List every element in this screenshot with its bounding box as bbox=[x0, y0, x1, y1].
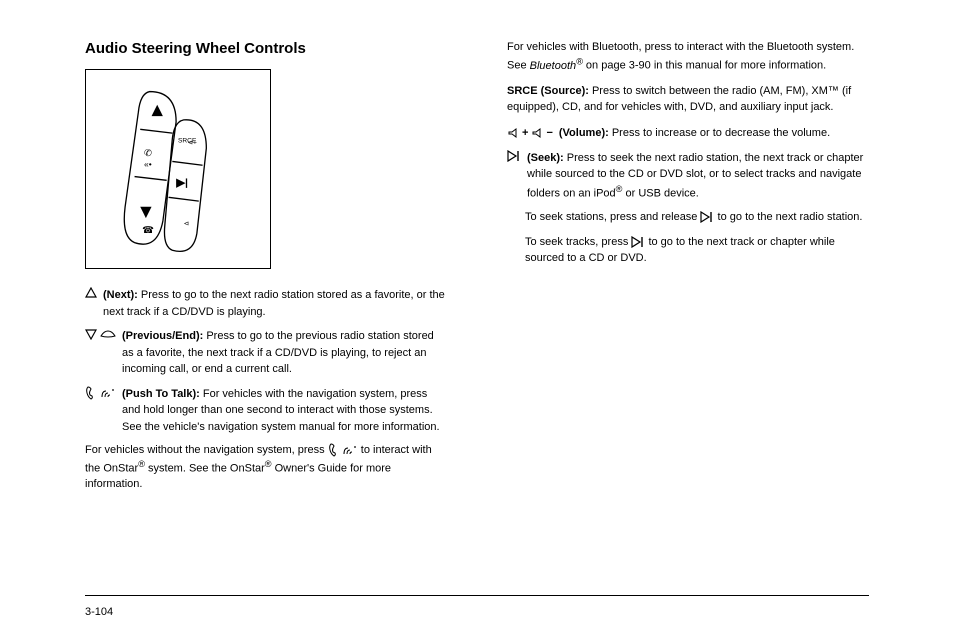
footer-rule bbox=[85, 595, 869, 596]
seek-st-a: To seek stations, press and release bbox=[525, 211, 700, 223]
seek-next-icon bbox=[507, 150, 521, 162]
phone-voice-icon bbox=[85, 386, 116, 400]
bt-link: Bluetooth bbox=[530, 60, 576, 72]
left-column: Audio Steering Wheel Controls bbox=[85, 40, 447, 503]
seek-stations-para: To seek stations, press and release to g… bbox=[525, 210, 869, 225]
nonav-c: system. See the OnStar bbox=[145, 463, 265, 475]
seek-text-c: or USB device. bbox=[622, 187, 698, 199]
seek-st-b: to go to the next radio station. bbox=[718, 211, 863, 223]
seek-label: (Seek): bbox=[527, 152, 567, 164]
svg-text:⊲+: ⊲+ bbox=[187, 139, 197, 146]
page-number: 3-104 bbox=[85, 606, 113, 618]
down-triangle-end-icon bbox=[85, 328, 116, 340]
volume-desc: + − (Volume): Press to increase or to de… bbox=[507, 125, 869, 142]
right-column: For vehicles with Bluetooth, press to in… bbox=[507, 40, 869, 503]
next-label: (Next): bbox=[103, 289, 141, 301]
volume-up-down-icon: + − bbox=[507, 125, 553, 142]
prev-end-label: (Previous/End): bbox=[122, 330, 206, 342]
nonav-a: For vehicles without the navigation syst… bbox=[85, 444, 328, 456]
ptt-desc: (Push To Talk): For vehicles with the na… bbox=[85, 386, 447, 436]
section-heading: Audio Steering Wheel Controls bbox=[85, 40, 447, 57]
phone-voice-icon-inline bbox=[328, 443, 358, 457]
steering-wheel-controls-figure: ✆ «• ☎ SRCE ⊲+ ⊲ bbox=[85, 69, 271, 269]
reg-mark-1: ® bbox=[138, 459, 145, 469]
vol-text: Press to increase or to decrease the vol… bbox=[612, 127, 830, 139]
srce-label: SRCE (Source): bbox=[507, 85, 592, 97]
seek-next-icon-inline-1 bbox=[700, 211, 714, 223]
next-button-desc: (Next): Press to go to the next radio st… bbox=[85, 287, 447, 320]
prev-end-desc: (Previous/End): Press to go to the previ… bbox=[85, 328, 447, 378]
vol-label: (Volume): bbox=[559, 127, 612, 139]
reg-mark-2: ® bbox=[265, 459, 272, 469]
next-text: Press to go to the next radio station st… bbox=[103, 289, 445, 318]
no-nav-paragraph: For vehicles without the navigation syst… bbox=[85, 443, 447, 493]
seek-tracks-para: To seek tracks, press to go to the next … bbox=[525, 235, 869, 266]
seek-tr-a: To seek tracks, press bbox=[525, 236, 631, 248]
svg-text:«•: «• bbox=[144, 159, 152, 169]
seek-desc: (Seek): Press to seek the next radio sta… bbox=[507, 150, 869, 202]
seek-next-icon-inline-2 bbox=[631, 236, 645, 248]
svg-text:☎: ☎ bbox=[142, 225, 154, 236]
svg-text:⊲: ⊲ bbox=[184, 221, 190, 228]
bluetooth-paragraph: For vehicles with Bluetooth, press to in… bbox=[507, 40, 869, 74]
ptt-label: (Push To Talk): bbox=[122, 388, 203, 400]
srce-paragraph: SRCE (Source): Press to switch between t… bbox=[507, 84, 869, 115]
svg-text:✆: ✆ bbox=[144, 148, 152, 159]
up-triangle-icon bbox=[85, 287, 97, 299]
reg-mark-bt: ® bbox=[576, 56, 583, 66]
page-body: Audio Steering Wheel Controls bbox=[0, 0, 954, 523]
steering-controls-illustration: ✆ «• ☎ SRCE ⊲+ ⊲ bbox=[93, 74, 263, 264]
bt-b: on page 3-90 in this manual for more inf… bbox=[583, 60, 826, 72]
